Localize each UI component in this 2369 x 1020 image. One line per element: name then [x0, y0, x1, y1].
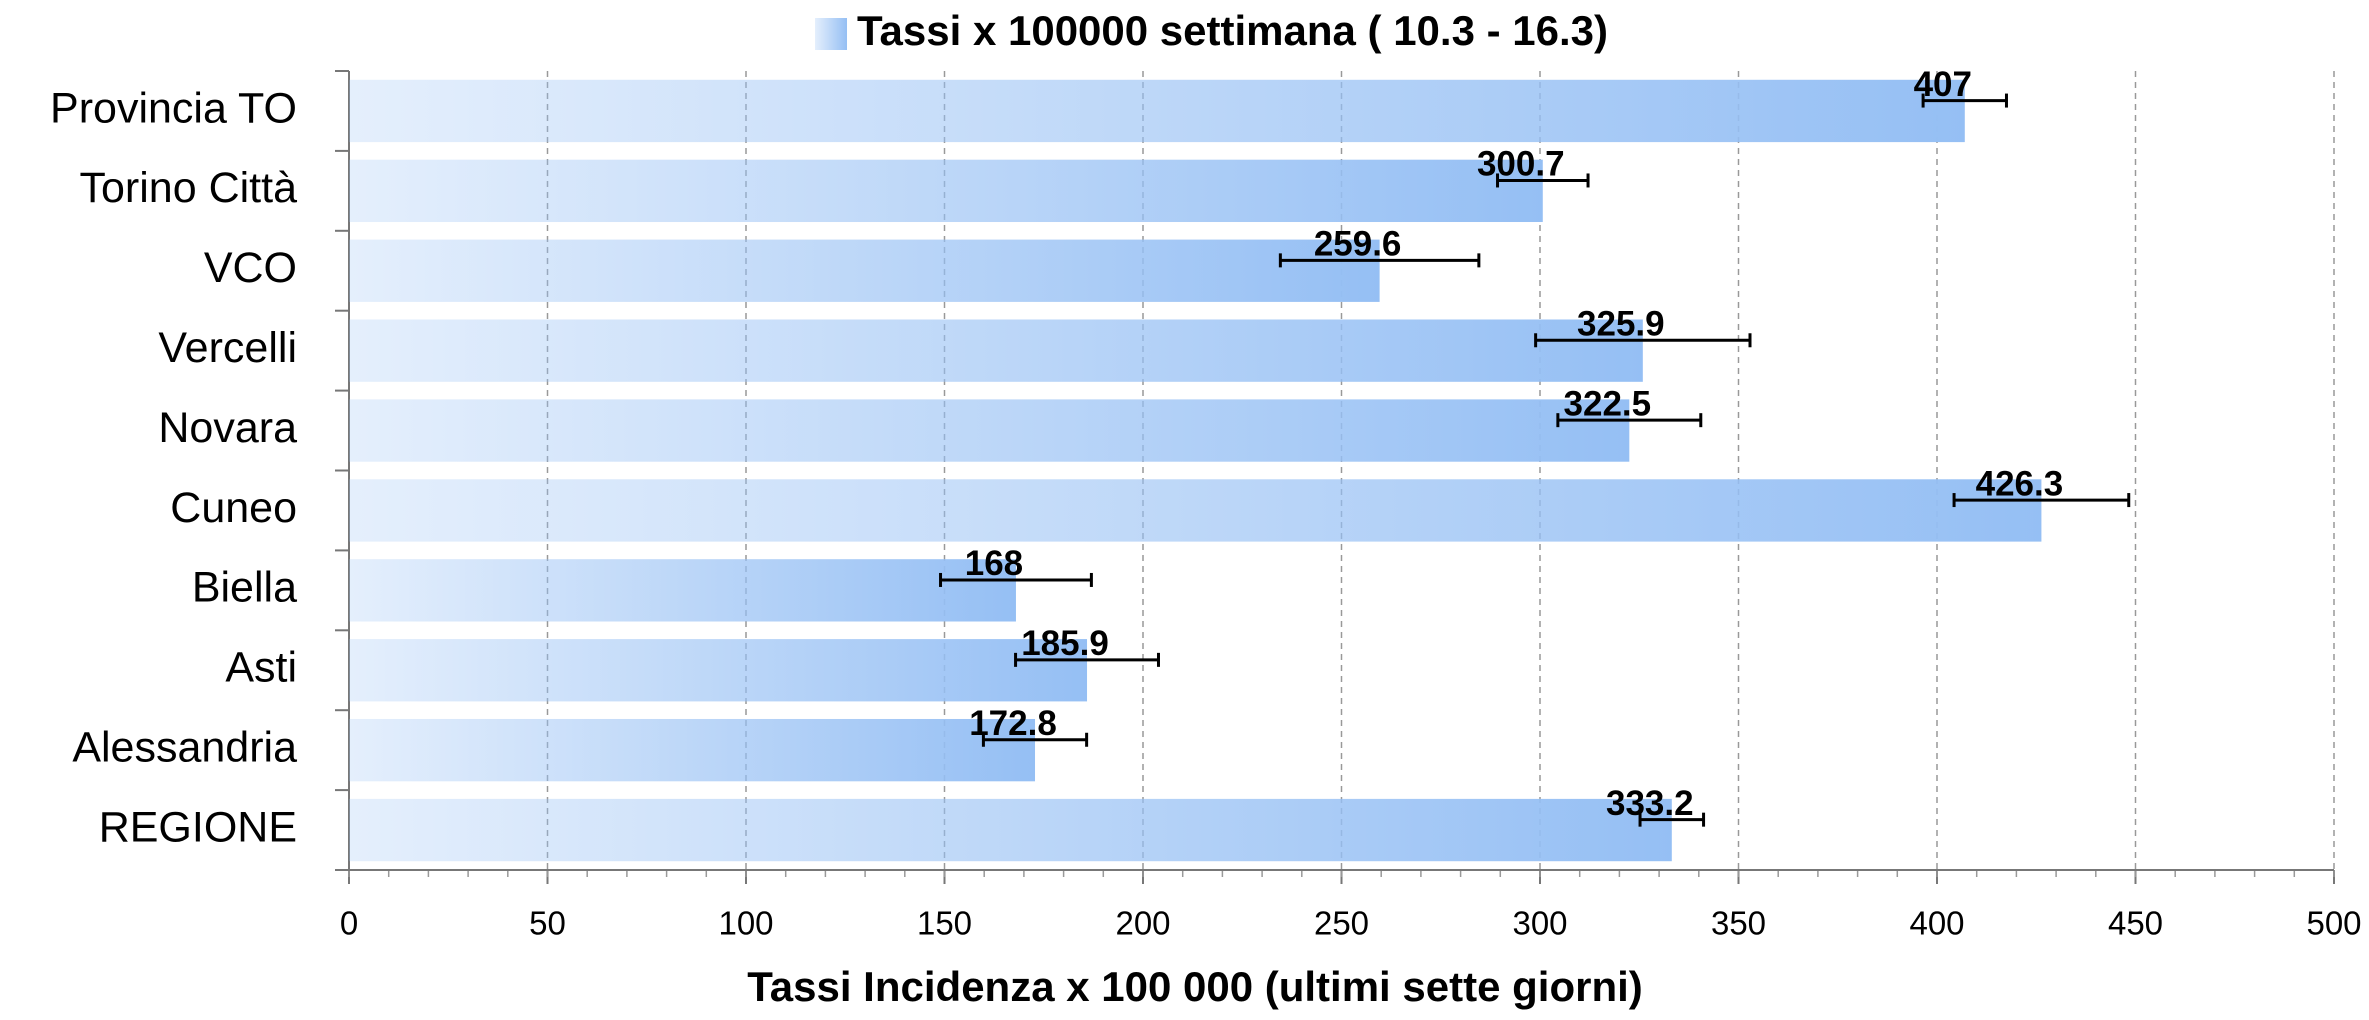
y-tick-label: Alessandria [72, 724, 297, 772]
error-bar [1921, 93, 2008, 108]
x-tick-label: 0 [340, 905, 358, 942]
x-tick-label: 350 [1711, 905, 1766, 942]
value-label: 185.9 [1021, 624, 1109, 663]
value-label: 172.8 [969, 704, 1057, 743]
x-tick-label: 100 [718, 905, 773, 942]
y-tick-label: Novara [158, 404, 297, 452]
bar [349, 479, 2042, 542]
x-axis-label: Tassi Incidenza x 100 000 (ultimi sette … [747, 963, 1643, 1010]
x-tick-label: 300 [1512, 905, 1567, 942]
value-label: 333.2 [1606, 784, 1694, 823]
value-label: 407 [1914, 65, 1972, 104]
y-tick-label: Asti [225, 644, 297, 692]
bar [349, 159, 1543, 223]
y-tick-label: REGIONE [99, 803, 297, 851]
value-label: 300.7 [1477, 145, 1565, 184]
value-label: 322.5 [1564, 384, 1652, 423]
legend-swatch [815, 18, 847, 50]
x-tick-label: 250 [1314, 905, 1369, 942]
error-bar [1496, 173, 1590, 188]
x-tick-label: 500 [2306, 905, 2361, 942]
legend-label: Tassi x 100000 settimana ( 10.3 - 16.3) [857, 7, 1608, 54]
y-tick-label: Vercelli [158, 324, 297, 372]
bar [349, 559, 1016, 622]
y-tick-label: Biella [192, 564, 297, 612]
value-label: 426.3 [1976, 464, 2064, 503]
bar [349, 399, 1630, 462]
value-label: 259.6 [1314, 225, 1402, 264]
bar [349, 319, 1643, 382]
x-tick-label: 50 [529, 905, 566, 942]
y-tick-label: Torino Città [80, 164, 298, 212]
error-bar [1556, 413, 1703, 428]
bar [349, 239, 1380, 302]
x-tick-label: 450 [2108, 905, 2163, 942]
x-tick-label: 150 [917, 905, 972, 942]
bar [349, 718, 1036, 782]
value-label: 325.9 [1577, 305, 1665, 344]
error-bar [1014, 652, 1160, 667]
error-bar [1278, 253, 1481, 268]
bar [349, 639, 1088, 702]
error-bar [981, 732, 1089, 747]
error-bar [939, 572, 1093, 587]
x-tick-label: 200 [1115, 905, 1170, 942]
error-bar [1534, 333, 1752, 348]
error-bar [1638, 812, 1706, 827]
y-tick-label: Provincia TO [50, 84, 297, 132]
y-tick-label: Cuneo [170, 484, 297, 532]
value-label: 168 [965, 544, 1023, 583]
bar [349, 79, 1965, 143]
error-bar [1952, 493, 2131, 508]
x-tick-label: 400 [1909, 905, 1964, 942]
bar [349, 798, 1672, 862]
y-tick-label: VCO [204, 244, 297, 292]
